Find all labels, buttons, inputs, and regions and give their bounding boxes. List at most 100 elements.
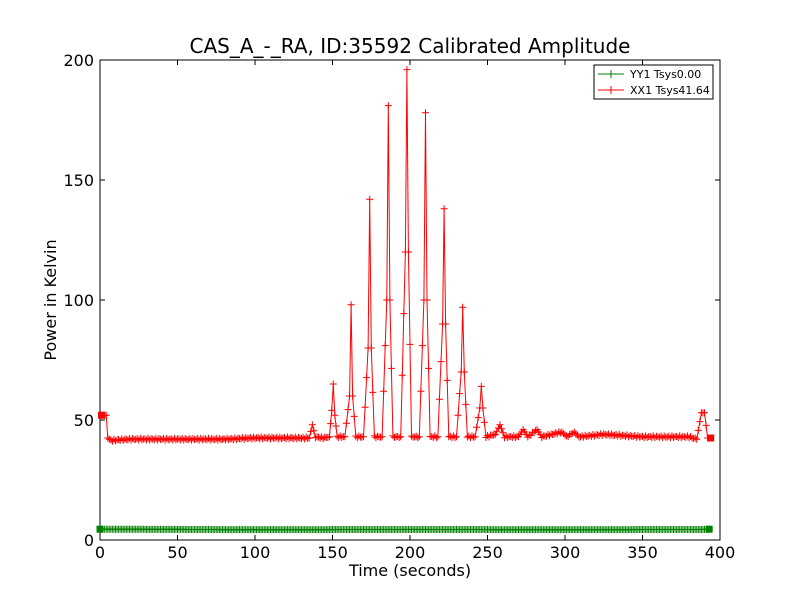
x-tick-label: 200 [395, 543, 426, 562]
data-point [184, 436, 192, 444]
data-point [378, 433, 386, 441]
data-point [414, 434, 422, 442]
data-point [566, 430, 574, 438]
data-point [240, 435, 248, 443]
data-point [373, 432, 381, 440]
data-point [491, 430, 499, 438]
data-point [603, 431, 611, 439]
data-point [496, 421, 504, 429]
data-point [468, 432, 476, 440]
y-axis-label: Power in Kelvin [41, 239, 60, 360]
data-point [479, 404, 487, 412]
y-tick-label: 150 [63, 171, 94, 190]
data-point [144, 434, 152, 442]
x-tick-label: 400 [705, 543, 736, 562]
data-point [400, 310, 408, 318]
data-point [166, 435, 174, 443]
data-point [360, 433, 367, 441]
data-point [262, 434, 270, 442]
data-point [395, 434, 403, 442]
series-layer [96, 66, 715, 534]
legend: YY1 Tsys0.00 XX1 Tsys41.64 [593, 64, 714, 100]
data-point [271, 434, 279, 442]
data-point [432, 434, 440, 442]
data-point [668, 432, 676, 440]
data-point [673, 432, 681, 440]
data-point [572, 430, 580, 438]
data-point [558, 428, 566, 436]
data-point [115, 436, 123, 444]
x-tick-label: 0 [95, 543, 105, 562]
data-point [325, 433, 333, 441]
data-point [683, 432, 691, 440]
data-point [634, 432, 642, 440]
data-point [331, 411, 339, 419]
data-point [304, 435, 312, 443]
data-point [556, 429, 564, 437]
series-xx1 [98, 66, 715, 445]
data-point [497, 425, 505, 433]
data-point [367, 344, 375, 352]
y-tick-label: 100 [63, 291, 94, 310]
data-point [316, 434, 324, 442]
data-point [350, 412, 358, 420]
data-point [454, 411, 462, 419]
data-point [158, 436, 166, 444]
data-point [353, 434, 361, 442]
data-point [384, 102, 392, 110]
data-point [349, 392, 357, 400]
data-point [119, 436, 127, 444]
data-point [620, 431, 628, 439]
data-point [310, 427, 318, 435]
data-point [434, 433, 442, 441]
data-point [214, 436, 222, 444]
data-point [153, 436, 161, 444]
data-point [175, 435, 183, 443]
data-point [293, 435, 301, 443]
data-point [691, 434, 699, 442]
data-point [494, 424, 502, 432]
data-point [104, 434, 112, 442]
data-point [629, 433, 637, 441]
data-point [347, 301, 355, 309]
data-point [342, 419, 350, 427]
data-point [563, 432, 571, 440]
endpoint-marker [96, 525, 104, 533]
data-point [197, 434, 205, 442]
data-point [338, 434, 346, 442]
data-point [532, 427, 540, 435]
x-tick-label: 100 [240, 543, 271, 562]
data-point [511, 434, 519, 442]
data-point [302, 433, 310, 441]
data-point [149, 435, 157, 443]
data-point [387, 364, 395, 372]
data-point [696, 418, 704, 426]
data-point [305, 434, 313, 442]
data-point [642, 432, 650, 440]
data-point [435, 395, 443, 403]
data-point [298, 434, 305, 442]
chart-title: CAS_A_-_RA, ID:35592 Calibrated Amplitud… [190, 34, 631, 58]
data-point [397, 433, 405, 441]
data-point [381, 342, 389, 350]
data-point [122, 435, 130, 443]
data-point [228, 435, 236, 443]
data-point [417, 387, 425, 395]
data-point [254, 434, 262, 442]
data-point [336, 432, 344, 440]
data-point [646, 433, 654, 441]
y-tick-label: 0 [84, 531, 94, 550]
data-point [473, 423, 481, 431]
data-point [132, 435, 140, 443]
data-point [284, 433, 292, 441]
tick-layer: 0 50 100 150 200 250 300 350 400 0 50 100 150 200 [63, 51, 735, 562]
data-point [267, 435, 274, 443]
data-point [418, 342, 426, 350]
y-tick-label: 50 [74, 411, 94, 430]
data-point [584, 432, 592, 440]
data-point [536, 430, 544, 438]
data-point [187, 436, 195, 444]
legend-marker [607, 86, 615, 94]
legend-label: XX1 Tsys41.64 [630, 84, 710, 97]
